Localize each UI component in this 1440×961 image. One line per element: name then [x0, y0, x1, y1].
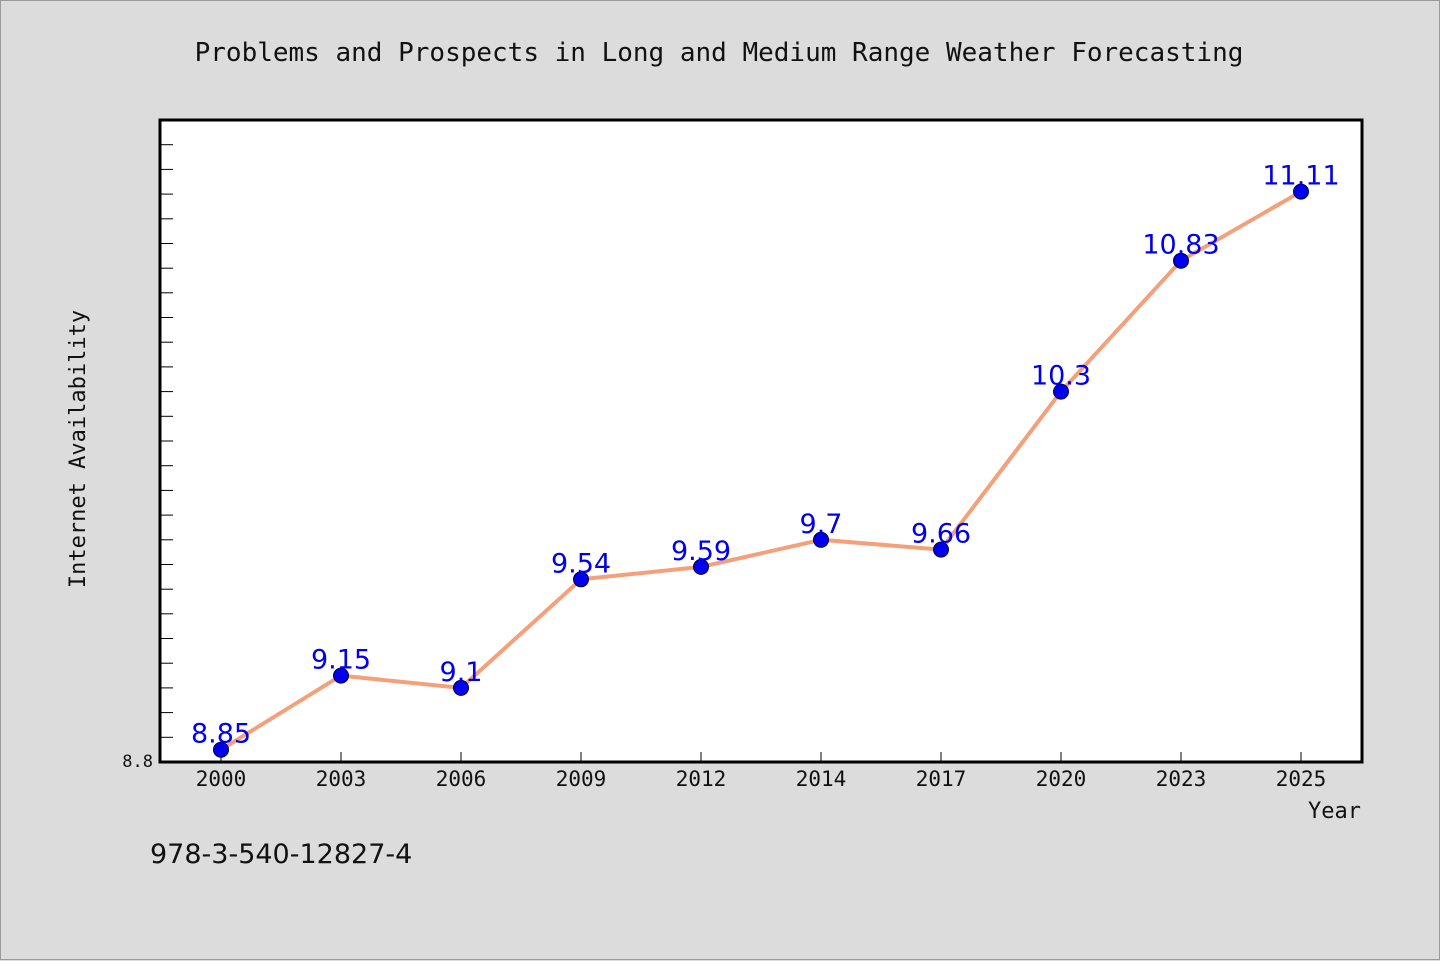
x-axis-tick-label: 2000 [196, 767, 247, 791]
x-axis-tick-label: 2017 [916, 767, 967, 791]
data-label: 9.7 [800, 509, 843, 540]
data-label: 8.85 [191, 719, 251, 750]
data-point-marker [453, 679, 469, 696]
y-axis-ticks [160, 144, 173, 738]
data-point-marker [1293, 183, 1309, 200]
data-label: 9.1 [440, 657, 483, 688]
x-axis-tick-label: 2006 [436, 767, 487, 791]
data-label: 10.83 [1142, 230, 1219, 261]
x-axis-tick-label: 2025 [1276, 767, 1327, 791]
x-axis-tick-label: 2003 [316, 767, 367, 791]
x-axis-tick-label: 2012 [676, 767, 727, 791]
data-label: 9.66 [911, 519, 971, 550]
data-point-marker [213, 741, 229, 758]
x-axis-title: Year [1308, 799, 1361, 824]
x-axis-tick-label: 2009 [556, 767, 607, 791]
data-point-marker [573, 571, 589, 588]
y-axis-title: Internet Availability [66, 310, 91, 588]
x-axis-tick-label: 2020 [1036, 767, 1087, 791]
x-axis-tick-label: 2023 [1156, 767, 1207, 791]
series-line [219, 189, 1303, 752]
data-point-marker [1053, 383, 1069, 400]
data-label: 9.54 [551, 548, 611, 579]
data-point-marker [693, 558, 709, 575]
x-axis-tick-label: 2014 [796, 767, 847, 791]
data-label: 10.3 [1031, 361, 1091, 392]
series-group: 8.85 9.15 9.1 9.54 9.59 9.7 9.66 10.3 10.83 11.11 [191, 161, 1340, 758]
data-point-marker [1173, 252, 1189, 269]
x-axis-tick-labels: 2000 2003 2006 2009 2012 2014 2017 2020 2023 2025 [196, 767, 1327, 791]
data-label: 9.59 [671, 536, 731, 567]
chart-title: Problems and Prospects in Long and Mediu… [195, 38, 1244, 68]
y-axis-min-label: 8.8 [122, 752, 153, 772]
data-point-marker [333, 667, 349, 684]
isbn-footer: 978-3-540-12827-4 [150, 839, 412, 870]
data-label: 11.11 [1262, 161, 1339, 192]
data-point-marker [813, 531, 829, 548]
plot-area [158, 118, 1364, 764]
data-label: 9.15 [311, 645, 371, 676]
data-point-marker [933, 541, 949, 558]
